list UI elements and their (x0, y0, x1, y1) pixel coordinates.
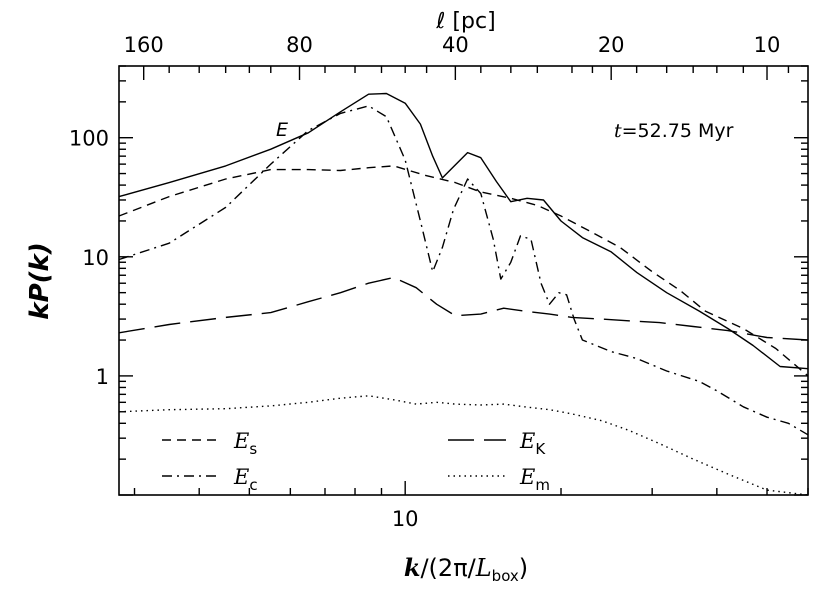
x2-tick-label: 80 (286, 33, 313, 57)
legend-label-s: Es (233, 429, 257, 458)
legend-sub: c (249, 476, 257, 494)
total-curve-label: E (276, 119, 288, 141)
x-axis-label-sub: box (492, 567, 519, 585)
x2-tick-label: 160 (124, 33, 164, 57)
time-annotation-value: =52.75 Myr (622, 120, 734, 142)
legend-var: E (233, 465, 249, 489)
y-tick-label: 100 (69, 127, 109, 151)
legend-sub: K (535, 440, 546, 458)
series-line-e-m (118, 395, 809, 496)
x-tick-label: 10 (392, 507, 419, 531)
y-tick-label: 10 (82, 246, 109, 270)
y-axis-label: kP(k) (25, 242, 55, 319)
x-axis-label-close: ) (519, 554, 528, 582)
legend-var: E (233, 429, 249, 453)
top-axis-label: ℓ [pc] (435, 9, 495, 34)
series-line-e-k (118, 276, 809, 341)
x-axis-label-mid: /(2π/ (420, 554, 476, 582)
x2-tick-label: 10 (754, 33, 781, 57)
time-annotation-var: t (614, 120, 622, 142)
time-annotation: t=52.75 Myr (614, 120, 734, 142)
series-line-e-s (118, 165, 809, 377)
x-axis-label-k: k (404, 553, 421, 582)
tick-labels: 10 1 10 100 160 80 40 20 10 (69, 33, 780, 531)
series-line-e-c (118, 105, 809, 436)
legend-label-c: Ec (233, 465, 258, 494)
legend-var: E (519, 429, 535, 453)
x2-tick-label: 20 (598, 33, 625, 57)
legend-label-m: Em (519, 465, 550, 494)
series-line-e (118, 92, 809, 370)
legend-sub: m (535, 476, 550, 494)
plot-series (118, 92, 809, 496)
x2-tick-label: 40 (442, 33, 469, 57)
x-axis-label: k/(2π/Lbox) (404, 553, 528, 585)
legend-var: E (519, 465, 535, 489)
legend-sub: s (249, 440, 257, 458)
y-tick-label: 1 (96, 365, 109, 389)
legend-label-k: EK (519, 429, 546, 458)
x-axis-label-L: L (475, 554, 492, 582)
plot-frame (118, 65, 809, 496)
